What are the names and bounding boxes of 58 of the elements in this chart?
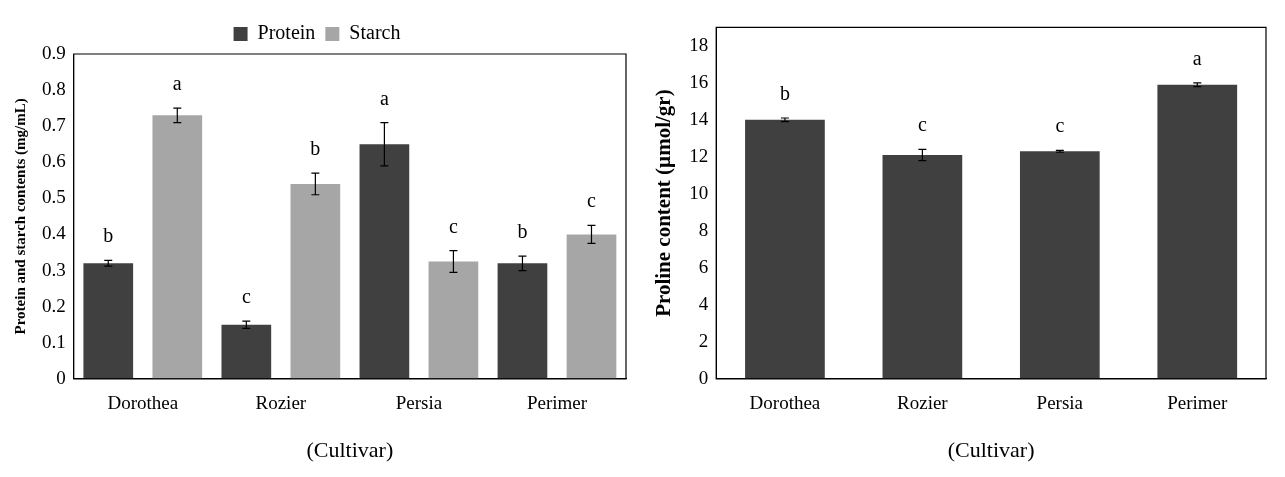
- annotation: c: [241, 285, 251, 308]
- annotation: b: [517, 220, 528, 243]
- annotation: a: [379, 86, 389, 109]
- y-axis-title: Proline content (µmol/gr): [651, 89, 676, 317]
- bar: [290, 183, 341, 379]
- x-tick-label: Dorothea: [107, 392, 179, 414]
- x-axis-title: (Cultivar): [947, 436, 1035, 462]
- y-tick-label: 0.6: [42, 150, 66, 172]
- y-tick-label: 0: [698, 366, 709, 388]
- legend-label: Protein: [257, 21, 316, 44]
- y-tick-label: 16: [689, 70, 709, 92]
- x-tick-label: Rozier: [255, 392, 307, 414]
- y-tick-label: 0.4: [42, 222, 67, 244]
- y-tick-label: 18: [689, 33, 709, 55]
- y-tick-label: 0.2: [42, 294, 66, 316]
- annotation: c: [448, 214, 458, 237]
- y-tick-label: 0.9: [42, 41, 66, 63]
- y-tick-label: 0.5: [42, 186, 66, 208]
- y-tick-label: 4: [698, 292, 709, 314]
- y-tick-label: 0.8: [42, 78, 66, 100]
- y-tick-label: 2: [698, 329, 709, 351]
- annotation: b: [103, 224, 114, 247]
- x-tick-label: Persia: [395, 392, 443, 414]
- x-axis-title: (Cultivar): [306, 436, 394, 462]
- y-tick-label: 8: [698, 218, 709, 240]
- bar: [359, 144, 410, 379]
- y-tick-label: 12: [689, 144, 709, 166]
- bar: [1157, 84, 1238, 379]
- x-tick-label: Persia: [1036, 392, 1084, 414]
- bar: [497, 263, 548, 379]
- bar: [882, 155, 963, 379]
- x-tick-label: Dorothea: [749, 392, 821, 414]
- x-tick-label: Perimer: [526, 392, 588, 414]
- annotation: a: [172, 72, 182, 95]
- y-tick-label: 0.1: [42, 330, 66, 352]
- x-tick-label: Perimer: [1167, 392, 1229, 414]
- y-tick-label: 14: [689, 107, 709, 129]
- y-tick-label: 6: [698, 255, 709, 277]
- x-tick-label: Rozier: [897, 392, 949, 414]
- annotation: c: [917, 113, 927, 136]
- bar: [428, 261, 479, 379]
- annotation: b: [779, 82, 790, 105]
- legend-label: Starch: [349, 21, 401, 44]
- y-tick-label: 10: [689, 181, 709, 203]
- annotation: c: [587, 189, 597, 212]
- y-tick-label: 0.7: [42, 114, 66, 136]
- annotation: b: [310, 137, 321, 160]
- annotation: c: [1055, 114, 1065, 137]
- bar: [566, 234, 617, 379]
- bar: [221, 324, 272, 379]
- y-axis-title: Protein and starch contents (mg/mL): [11, 98, 29, 335]
- bar: [152, 115, 203, 379]
- bar: [1019, 151, 1100, 379]
- y-tick-label: 0.3: [42, 258, 66, 280]
- bar: [83, 263, 134, 379]
- y-tick-label: 0: [56, 366, 66, 388]
- bar: [745, 119, 825, 379]
- annotation: a: [1192, 46, 1202, 69]
